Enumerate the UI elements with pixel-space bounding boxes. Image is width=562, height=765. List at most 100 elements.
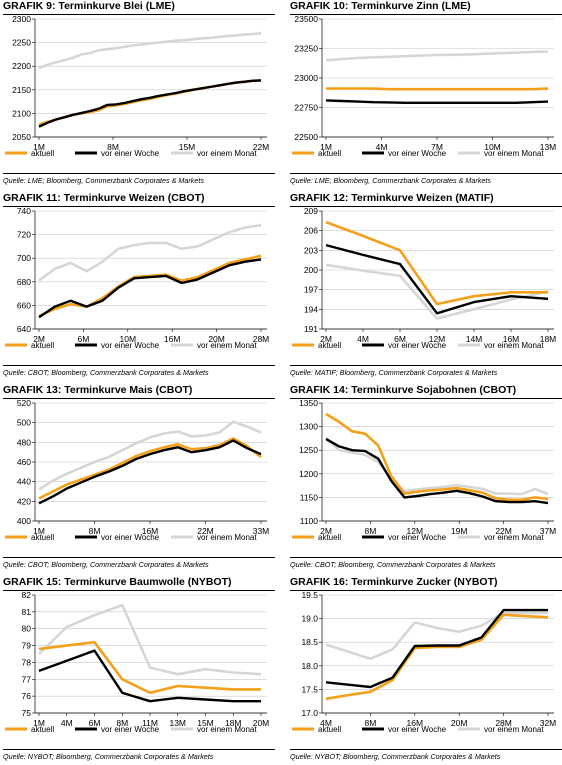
y-tick-label: 19.0	[301, 614, 318, 624]
x-tick-label: 20M	[208, 334, 225, 344]
x-tick-label: 18M	[225, 718, 242, 728]
legend-label: vor einem Monat	[484, 725, 544, 734]
chart-source: Quelle: NYBOT; Bloomberg, Commerzbank Co…	[3, 749, 275, 764]
y-tick-label: 740	[17, 208, 31, 216]
y-tick-label: 17.5	[301, 684, 318, 694]
legend-label: aktuell	[318, 533, 341, 542]
x-tick-label: 11M	[142, 718, 158, 728]
y-tick-label: 680	[17, 277, 31, 287]
series-line-vor-einem-monat	[38, 223, 262, 282]
y-tick-label: 203	[304, 245, 318, 255]
legend-label: vor einer Woche	[101, 725, 160, 734]
legend-label: vor einer Woche	[388, 149, 447, 158]
x-tick-label: 13M	[540, 142, 557, 152]
x-tick-label: 13M	[169, 718, 186, 728]
chart-title-prefix: GRAFIK 9	[3, 0, 53, 12]
series-line-vor-einer-woche	[325, 243, 549, 315]
x-tick-label: 16M	[164, 334, 181, 344]
legend-label: vor einem Monat	[484, 533, 544, 542]
series-line-vor-einem-monat	[38, 420, 262, 491]
y-tick-label: 440	[17, 477, 31, 487]
y-tick-label: 2100	[12, 108, 31, 118]
x-tick-label: 4M	[61, 718, 73, 728]
legend-label: aktuell	[31, 149, 54, 158]
x-tick-label: 8M	[364, 526, 376, 536]
x-tick-label: 12M	[429, 334, 446, 344]
series-line-vor-einem-monat	[38, 31, 262, 70]
series-line-vor-einem-monat	[325, 611, 548, 660]
chart-title-prefix: GRAFIK 15	[3, 576, 58, 588]
y-tick-label: 500	[17, 418, 31, 428]
chart-title: GRAFIK 10: Terminkurve Zinn (LME)	[290, 0, 562, 15]
y-tick-label: 23500	[294, 16, 318, 24]
legend-label: vor einem Monat	[197, 341, 257, 350]
x-tick-label: 1M	[33, 526, 45, 536]
x-tick-label: 14M	[466, 334, 483, 344]
series-line-aktuell	[325, 613, 549, 701]
legend-label: vor einem Monat	[484, 149, 544, 158]
chart-title: GRAFIK 14: Terminkurve Sojabohnen (CBOT)	[290, 384, 562, 399]
y-tick-label: 19.5	[301, 592, 318, 600]
line-chart-blei: 2050 2100 2150 2200 2250 2300 1M 8M 15M 22M aktuel…	[5, 16, 269, 158]
x-tick-label: 33M	[253, 526, 270, 536]
line-chart-weizen-matif: 191 194 197 200 203 206 209 2M 4M 6M 12M 14M 16M 18M a…	[292, 208, 556, 350]
legend-label: vor einer Woche	[388, 725, 447, 734]
chart-panel-g16: GRAFIK 16: Terminkurve Zucker (NYBOT) 17…	[290, 576, 562, 765]
y-tick-label: 2150	[12, 85, 31, 95]
y-tick-label: 1300	[299, 422, 318, 432]
legend-label: vor einer Woche	[101, 149, 160, 158]
legend-label: aktuell	[31, 341, 54, 350]
x-tick-label: 16M	[407, 718, 424, 728]
x-tick-label: 8M	[89, 526, 101, 536]
y-tick-label: 77	[22, 674, 32, 684]
chart-title-text: : Terminkurve Weizen (MATIF)	[344, 192, 494, 204]
x-tick-label: 8M	[364, 718, 376, 728]
legend-label: vor einem Monat	[197, 725, 257, 734]
chart-panel-g12: GRAFIK 12: Terminkurve Weizen (MATIF) 19…	[290, 192, 562, 381]
line-chart-sojabohnen: 1100 1150 1200 1250 1300 1350 2M 8M 12M 19M 22M 37M…	[292, 400, 556, 542]
chart-title-prefix: GRAFIK 12	[290, 192, 345, 204]
line-chart-weizen-cbot: 640 660 680 700 720 740 2M 6M 10M 16M 20M 28M aktuel…	[5, 208, 269, 350]
legend-label: vor einem Monat	[484, 341, 544, 350]
chart-title: GRAFIK 15: Terminkurve Baumwolle (NYBOT)	[3, 576, 275, 591]
y-tick-label: 420	[17, 496, 31, 506]
chart-source: Quelle: CBOT; Bloomberg, Commerzbank Cor…	[290, 557, 562, 572]
y-tick-label: 75	[22, 708, 32, 718]
legend-label: aktuell	[318, 725, 341, 734]
chart-source: Quelle: NYBOT; Bloomberg, Commerzbank Co…	[290, 749, 562, 764]
chart-source: Quelle: CBOT; Bloomberg, Commerzbank Cor…	[3, 365, 275, 380]
x-tick-label: 2M	[33, 334, 45, 344]
x-tick-label: 15M	[197, 718, 214, 728]
line-chart-mais: 400 420 440 460 480 500 520 1M 8M 16M 22M 33M aktuel…	[5, 400, 270, 542]
series-line-vor-einer-woche	[38, 649, 261, 703]
series-line-vor-einer-woche	[325, 437, 549, 505]
chart-title-prefix: GRAFIK 16	[290, 576, 345, 588]
y-tick-label: 81	[22, 607, 32, 617]
x-tick-label: 20M	[451, 718, 468, 728]
chart-title-text: : Terminkurve Zinn (LME)	[344, 0, 471, 12]
chart-panel-g14: GRAFIK 14: Terminkurve Sojabohnen (CBOT)…	[290, 384, 562, 573]
chart-panel-g9: GRAFIK 9: Terminkurve Blei (LME) 2050 210…	[3, 0, 275, 189]
x-tick-label: 12M	[407, 526, 424, 536]
chart-source: Quelle: LME; Bloomberg, Commerzbank Corp…	[3, 173, 275, 188]
series-line-vor-einer-woche	[38, 258, 262, 319]
chart-title-text: : Terminkurve Weizen (CBOT)	[57, 192, 205, 204]
x-tick-label: 20M	[253, 718, 270, 728]
x-tick-label: 4M	[357, 334, 369, 344]
y-tick-label: 191	[304, 324, 318, 334]
x-tick-label: 2M	[320, 334, 332, 344]
y-tick-label: 23250	[294, 44, 318, 54]
y-tick-label: 1100	[300, 516, 319, 526]
y-tick-label: 197	[304, 285, 318, 295]
x-tick-label: 4M	[320, 718, 332, 728]
x-tick-label: 19M	[451, 526, 468, 536]
y-tick-label: 720	[17, 230, 31, 240]
series-line-aktuell	[38, 79, 262, 126]
y-tick-label: 23000	[294, 73, 318, 83]
legend-label: vor einer Woche	[101, 533, 160, 542]
series-line-aktuell	[38, 640, 261, 695]
y-tick-label: 660	[17, 300, 31, 310]
y-tick-label: 18.5	[301, 637, 318, 647]
y-tick-label: 1150	[300, 492, 319, 502]
series-line-vor-einer-woche	[38, 79, 262, 128]
